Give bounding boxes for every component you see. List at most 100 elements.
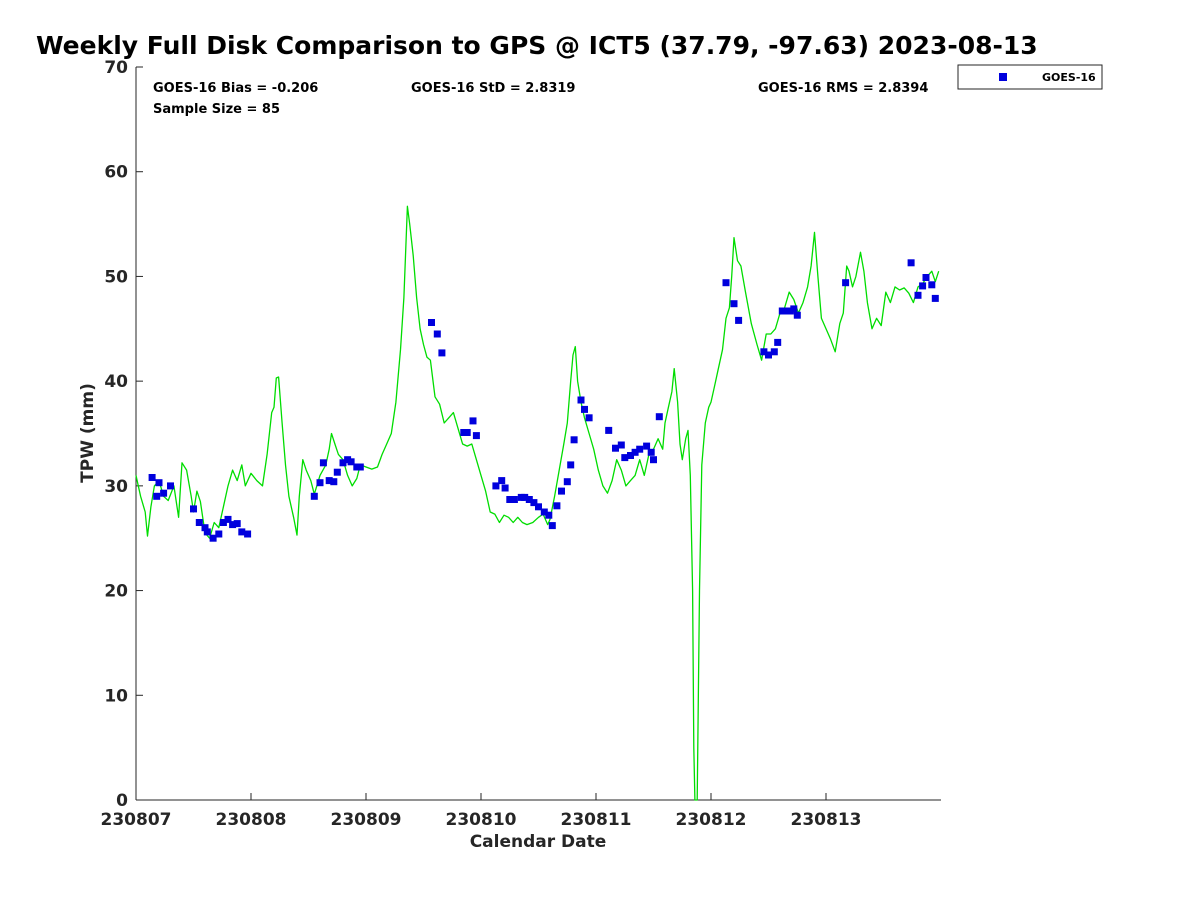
goes16-point xyxy=(195,519,203,526)
gps-series xyxy=(135,205,940,801)
x-tick-label: 230813 xyxy=(791,810,862,830)
goes16-point xyxy=(347,458,355,466)
goes16-point xyxy=(643,442,651,450)
goes16-point xyxy=(914,291,922,299)
goes16-point xyxy=(931,294,939,302)
goes16-point xyxy=(167,482,174,490)
goes16-point xyxy=(760,348,768,356)
goes16-point xyxy=(790,305,798,313)
goes16-point xyxy=(525,496,533,503)
y-tick-label: 60 xyxy=(104,163,128,183)
goes16-point xyxy=(570,436,578,444)
goes16-point xyxy=(655,413,663,421)
goes16-point xyxy=(333,468,341,476)
goes16-point xyxy=(636,445,644,453)
goes16-point xyxy=(928,281,936,289)
goes16-point xyxy=(472,432,480,440)
goes16-point xyxy=(553,502,561,510)
goes16-point xyxy=(319,459,327,467)
goes16-point xyxy=(438,349,446,357)
goes16-point xyxy=(233,520,241,528)
y-tick-label: 10 xyxy=(104,686,128,706)
goes16-point xyxy=(617,441,625,449)
y-tick-label: 70 xyxy=(104,58,128,78)
goes16-point xyxy=(567,461,575,469)
goes16-point xyxy=(722,279,730,287)
sample-size-annotation: Sample Size = 85 xyxy=(153,102,280,117)
chart-title: Weekly Full Disk Comparison to GPS @ ICT… xyxy=(36,31,1038,60)
y-tick-label: 50 xyxy=(104,267,128,287)
x-tick-label: 230810 xyxy=(446,810,517,830)
goes16-point xyxy=(631,448,639,456)
goes16-point xyxy=(621,454,629,462)
x-tick-label: 230812 xyxy=(676,810,747,830)
y-tick-label: 30 xyxy=(104,477,128,497)
x-tick-label: 230809 xyxy=(331,810,402,830)
goes16-point xyxy=(765,351,772,359)
y-tick-label: 40 xyxy=(104,372,128,392)
x-tick-label: 230807 xyxy=(101,810,172,830)
goes16-point xyxy=(770,348,778,356)
goes16-point xyxy=(793,311,801,319)
goes16-point xyxy=(229,521,237,529)
goes16-point xyxy=(521,493,529,501)
goes16-point xyxy=(585,414,593,422)
goes16-point xyxy=(907,259,915,267)
goes16-point xyxy=(577,396,585,404)
bias-annotation: GOES-16 Bias = -0.206 xyxy=(153,81,318,96)
goes16-point xyxy=(244,530,252,538)
legend-label: GOES-16 xyxy=(1042,71,1096,84)
goes16-point xyxy=(535,503,542,511)
goes16-point xyxy=(356,463,364,471)
goes16-point xyxy=(581,405,588,413)
goes16-point xyxy=(155,479,163,487)
legend-marker xyxy=(999,73,1007,81)
goes16-point xyxy=(782,307,790,315)
y-axis-ticks: 0 10 20 30 40 50 60 70 xyxy=(104,58,143,811)
goes16-point xyxy=(316,479,324,487)
x-axis-label: Calendar Date xyxy=(470,832,607,852)
goes16-point xyxy=(209,534,217,542)
goes16-point xyxy=(224,515,232,523)
legend-box xyxy=(957,64,1103,90)
goes16-point xyxy=(922,274,930,281)
y-tick-label: 0 xyxy=(116,791,128,811)
goes16-point xyxy=(201,524,209,532)
x-axis-ticks: 230807 230808 230809 230810 230811 230812 2308… xyxy=(101,793,862,830)
goes16-point xyxy=(203,528,211,536)
goes16-point xyxy=(238,528,246,536)
goes16-point xyxy=(330,478,338,486)
goes16-point xyxy=(153,492,161,500)
goes16-point xyxy=(310,492,318,500)
goes16-point xyxy=(498,477,506,485)
goes16-point xyxy=(433,330,441,338)
goes16-point xyxy=(325,477,333,485)
rms-annotation: GOES-16 RMS = 2.8394 xyxy=(758,81,928,96)
goes16-point xyxy=(774,338,782,346)
x-tick-label: 230808 xyxy=(216,810,287,830)
goes16-point xyxy=(510,496,518,503)
goes16-point xyxy=(339,459,347,467)
goes16-point xyxy=(735,316,743,324)
goes16-point xyxy=(612,444,619,452)
goes16-point xyxy=(540,508,548,516)
goes16-point xyxy=(558,487,565,495)
x-tick-label: 230811 xyxy=(561,810,632,830)
goes16-point xyxy=(530,499,538,507)
goes16-series xyxy=(148,259,939,542)
legend: GOES-16 xyxy=(957,64,1103,90)
gps-line xyxy=(135,205,940,801)
goes16-point xyxy=(919,282,927,290)
goes16-point xyxy=(501,484,509,492)
goes16-point xyxy=(428,319,435,326)
goes16-point xyxy=(190,505,197,513)
goes16-point xyxy=(463,429,471,436)
goes16-point xyxy=(160,489,168,497)
goes16-point xyxy=(506,496,514,503)
goes16-point xyxy=(548,522,556,530)
goes16-point xyxy=(842,279,850,287)
goes16-point xyxy=(215,530,223,538)
goes16-point xyxy=(545,511,553,519)
goes16-point xyxy=(627,452,634,459)
